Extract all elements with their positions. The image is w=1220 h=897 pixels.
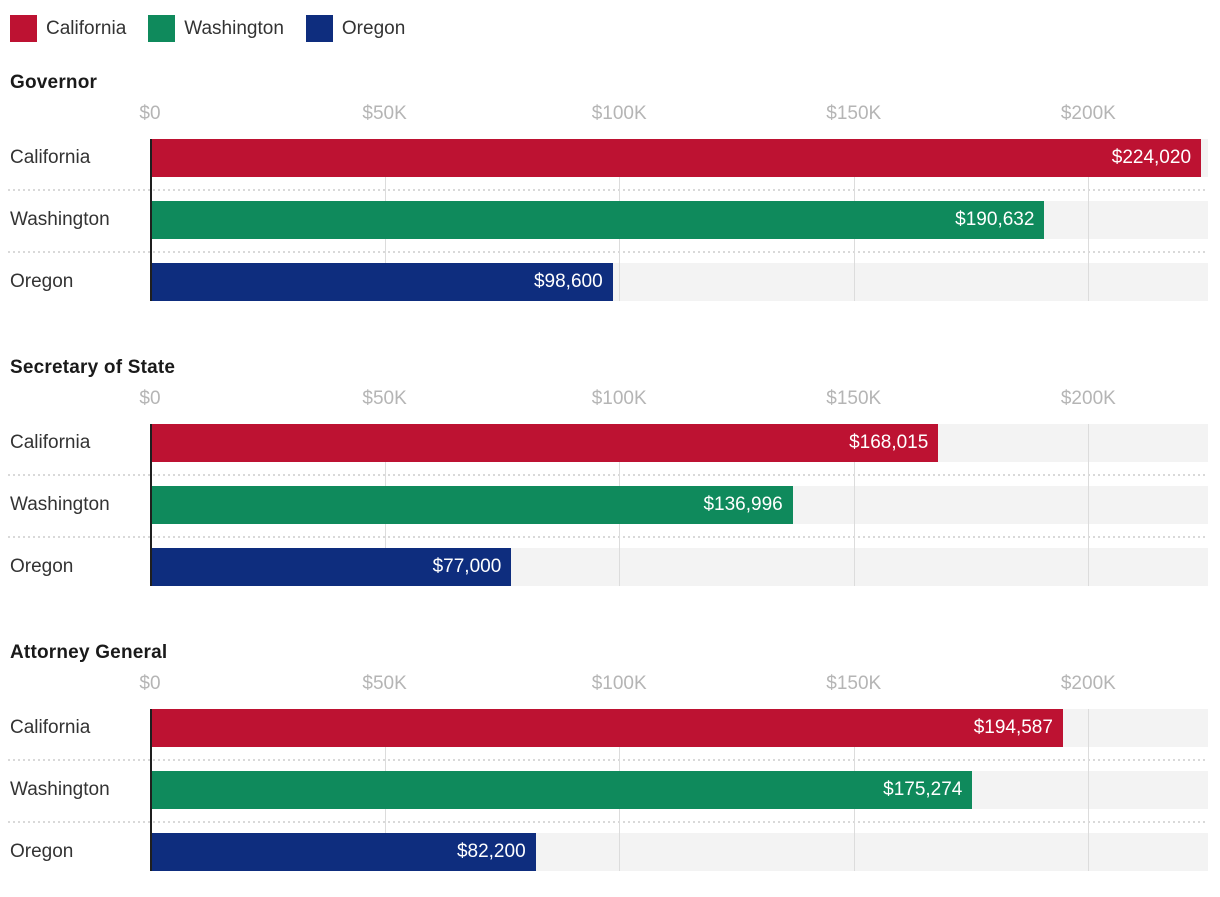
bar-row-washington: Washington $136,996 [0, 486, 1220, 524]
zero-axis-line [150, 709, 152, 871]
section-title: Governor [10, 72, 98, 93]
axis-tick-label: $100K [591, 103, 647, 124]
bar-row-washington: Washington $190,632 [0, 201, 1220, 239]
bar-row-oregon: Oregon $98,600 [0, 263, 1220, 301]
bar-washington: $190,632 [150, 201, 1045, 239]
bar-track: $175,274 [150, 771, 1208, 809]
bar-track: $77,000 [150, 548, 1208, 586]
bar-value-label: $82,200 [456, 841, 526, 862]
bar-rows: California $168,015 Washington $136,996 Oreg… [0, 424, 1220, 586]
row-label: Washington [10, 779, 110, 800]
section-title: Attorney General [10, 642, 168, 663]
bar-rows: California $224,020 Washington $190,632 Oreg… [0, 139, 1220, 301]
bar-row-oregon: Oregon $77,000 [0, 548, 1220, 586]
row-label: Oregon [10, 271, 74, 292]
axis-tick-row: $0 $50K $100K $150K $200K [0, 389, 1220, 409]
bar-row-washington: Washington $175,274 [0, 771, 1220, 809]
axis-tick-label: $50K [362, 103, 407, 124]
axis-tick-label: $150K [826, 388, 882, 409]
bar-track: $98,600 [150, 263, 1208, 301]
bar-california: $194,587 [150, 709, 1063, 747]
bar-track: $194,587 [150, 709, 1208, 747]
bar-track: $168,015 [150, 424, 1208, 462]
bar-value-label: $224,020 [1111, 147, 1192, 168]
bar-value-label: $136,996 [703, 494, 783, 515]
bar-washington: $136,996 [150, 486, 793, 524]
axis-tick-label: $0 [139, 673, 161, 694]
row-label: Oregon [10, 556, 74, 577]
section-title: Secretary of State [10, 357, 176, 378]
axis-tick-label: $50K [362, 388, 407, 409]
gridline [1088, 709, 1090, 871]
bar-track: $82,200 [150, 833, 1208, 871]
bar-row-oregon: Oregon $82,200 [0, 833, 1220, 871]
axis-tick-label: $100K [591, 673, 647, 694]
bar-california: $224,020 [150, 139, 1202, 177]
row-label: Oregon [10, 841, 74, 862]
bar-value-label: $194,587 [973, 717, 1053, 738]
legend-item-label: Oregon [341, 18, 406, 39]
bar-oregon: $77,000 [150, 548, 512, 586]
row-label: Washington [10, 209, 110, 230]
bar-row-california: California $168,015 [0, 424, 1220, 462]
legend-item-oregon: Oregon [305, 15, 406, 42]
row-label: California [10, 147, 91, 168]
legend: California Washington Oregon [10, 15, 1220, 42]
bar-track: $190,632 [150, 201, 1208, 239]
bar-row-california: California $194,587 [0, 709, 1220, 747]
axis-tick-label: $50K [362, 673, 407, 694]
row-separator [8, 251, 1208, 253]
legend-item-washington: Washington [148, 15, 284, 42]
row-separator [8, 474, 1208, 476]
bar-track: $136,996 [150, 486, 1208, 524]
legend-color-swatch-california [10, 15, 37, 42]
legend-item-label: Washington [184, 18, 284, 39]
bar-value-label: $168,015 [849, 432, 929, 453]
bar-oregon: $98,600 [150, 263, 613, 301]
legend-item-label: California [46, 18, 127, 39]
row-separator [8, 189, 1208, 191]
axis-tick-label: $200K [1060, 673, 1116, 694]
axis-tick-label: $200K [1060, 103, 1116, 124]
bar-value-label: $77,000 [432, 556, 502, 577]
legend-color-swatch-washington [148, 15, 176, 42]
row-label: Washington [10, 494, 110, 515]
bar-oregon: $82,200 [150, 833, 536, 871]
bar-rows: California $194,587 Washington $175,274 Oreg… [0, 709, 1220, 871]
axis-tick-row: $0 $50K $100K $150K $200K [0, 674, 1220, 694]
gridline [1088, 139, 1090, 301]
zero-axis-line [150, 424, 152, 586]
legend-item-california: California [10, 15, 126, 42]
axis-tick-row: $0 $50K $100K $150K $200K [0, 104, 1220, 124]
row-separator [8, 821, 1208, 823]
axis-tick-label: $100K [591, 388, 647, 409]
chart-section-secretary-of-state: Secretary of State $0 $50K $100K $150K $200K C… [0, 357, 1220, 586]
bar-row-california: California $224,020 [0, 139, 1220, 177]
bar-value-label: $175,274 [883, 779, 963, 800]
row-separator [8, 536, 1208, 538]
axis-tick-label: $150K [826, 103, 882, 124]
bar-washington: $175,274 [150, 771, 973, 809]
axis-tick-label: $0 [139, 388, 161, 409]
axis-tick-label: $150K [826, 673, 882, 694]
zero-axis-line [150, 139, 152, 301]
gridline [853, 424, 855, 586]
bar-track: $224,020 [150, 139, 1208, 177]
chart-sections: Governor $0 $50K $100K $150K $200K California $… [0, 72, 1220, 871]
chart-section-attorney-general: Attorney General $0 $50K $100K $150K $200K Cal… [0, 642, 1220, 871]
bar-california: $168,015 [150, 424, 939, 462]
gridline [1088, 424, 1090, 586]
row-separator [8, 759, 1208, 761]
bar-value-label: $190,632 [955, 209, 1035, 230]
axis-tick-label: $200K [1060, 388, 1116, 409]
bar-value-label: $98,600 [533, 271, 603, 292]
legend-color-swatch-oregon [305, 15, 333, 42]
row-label: California [10, 432, 91, 453]
chart-section-governor: Governor $0 $50K $100K $150K $200K California $… [0, 72, 1220, 301]
row-label: California [10, 717, 91, 738]
axis-tick-label: $0 [139, 103, 161, 124]
